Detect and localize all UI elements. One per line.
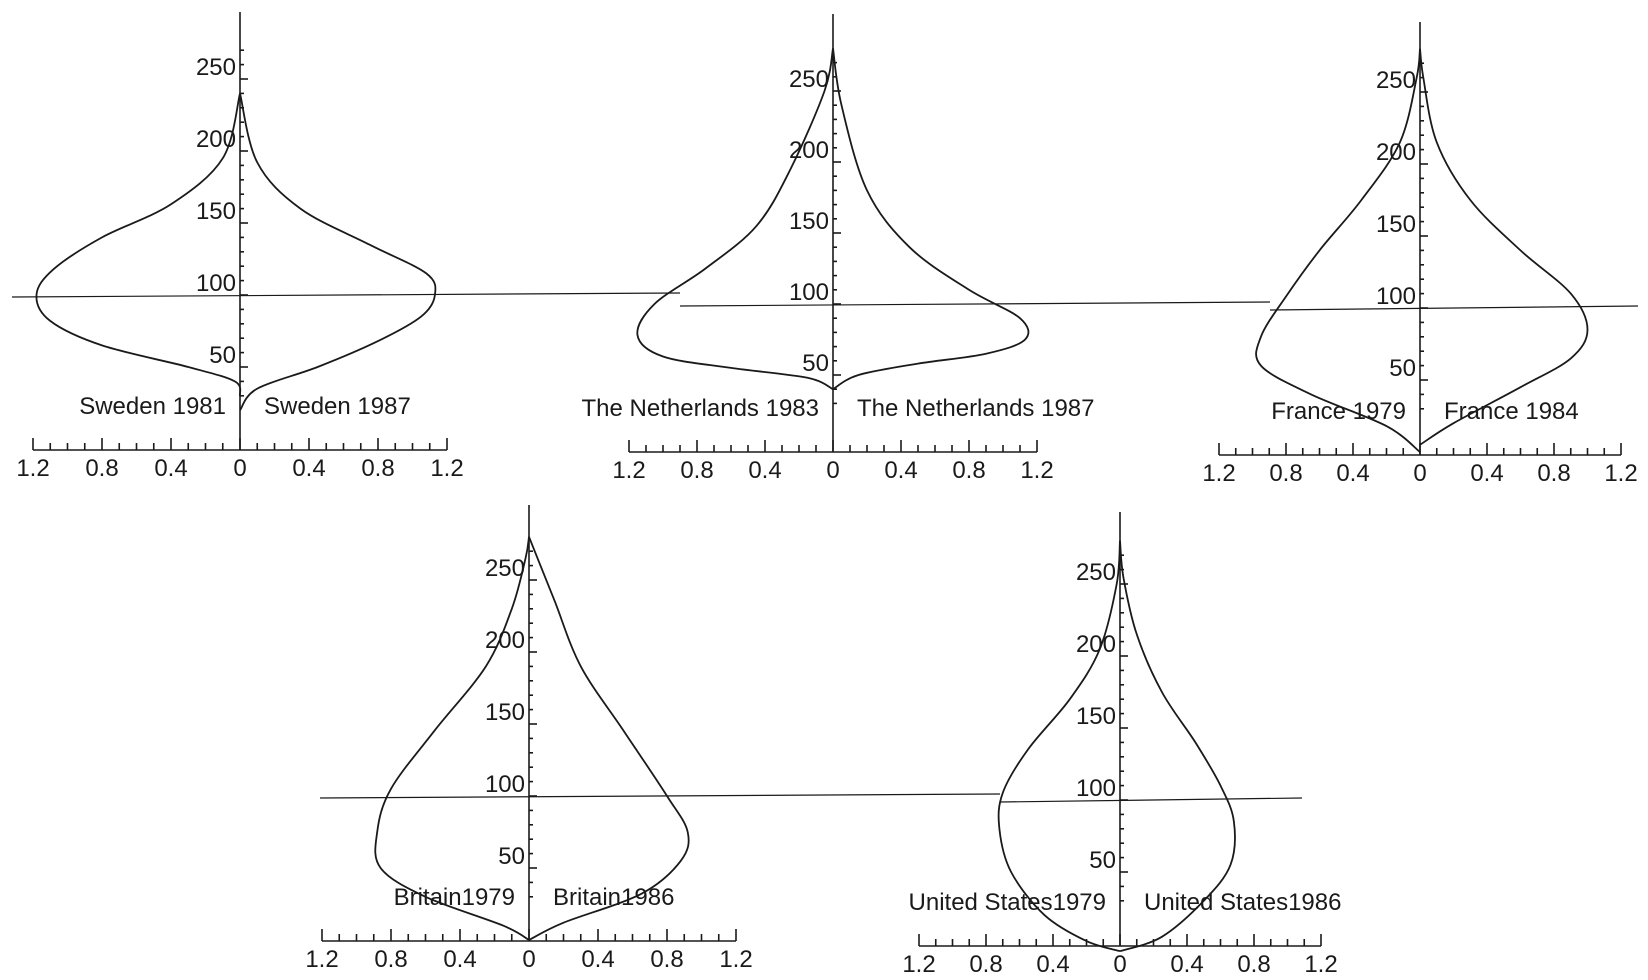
y-tick-label: 50: [498, 843, 525, 870]
right-series-curve: [1419, 48, 1589, 446]
y-tick-label: 250: [1076, 559, 1116, 586]
y-tick-label: 100: [1376, 283, 1416, 310]
y-tick-label: 150: [789, 208, 829, 235]
y-tick-label: 100: [789, 279, 829, 306]
x-tick-label: 1.2: [16, 455, 49, 482]
y-tick-label: 250: [789, 66, 829, 93]
x-tick-label: 0.4: [443, 946, 476, 973]
x-tick-label: 0.8: [1269, 460, 1302, 487]
y-tick-label: 200: [1076, 631, 1116, 658]
left-panel-label: United States1979: [909, 889, 1106, 916]
y-tick-label: 50: [1089, 847, 1116, 874]
left-series-curve: [997, 540, 1121, 953]
reference-line: [999, 797, 1303, 803]
y-tick-label: 100: [485, 771, 525, 798]
y-tick-label: 250: [196, 54, 236, 81]
right-series-curve: [239, 93, 437, 411]
x-tick-label: 0: [1113, 951, 1126, 978]
x-tick-label: 0.4: [884, 457, 917, 484]
x-tick-label: 0.8: [361, 455, 394, 482]
x-tick-label: 0.4: [748, 457, 781, 484]
left-series-curve: [35, 93, 242, 397]
x-tick-label: 1.2: [305, 946, 338, 973]
x-tick-label: 0: [522, 946, 535, 973]
x-tick-label: 0.8: [680, 457, 713, 484]
y-tick-label: 50: [209, 342, 236, 369]
pyramid-panel-5: 50 100 150 200 250 1.2 0.8 0.4 0 0.4 0.8 1.2 United …: [902, 512, 1341, 978]
y-tick-label: 200: [485, 627, 525, 654]
x-tick-label: 0.4: [581, 946, 614, 973]
x-tick-label: 0.8: [969, 951, 1002, 978]
x-tick-label: 0: [1413, 460, 1426, 487]
x-tick-label: 0.8: [1237, 951, 1270, 978]
y-tick-label: 200: [196, 126, 236, 153]
y-tick-label: 50: [802, 350, 829, 377]
left-series-curve: [374, 536, 530, 941]
x-tick-label: 1.2: [1304, 951, 1337, 978]
y-tick-label: 250: [1376, 67, 1416, 94]
right-panel-label: Sweden 1987: [264, 393, 411, 420]
x-tick-label: 0.4: [154, 455, 187, 482]
x-tick-label: 0.8: [374, 946, 407, 973]
y-tick-label: 150: [485, 699, 525, 726]
right-series-curve: [832, 48, 1030, 390]
right-panel-label: The Netherlands 1987: [857, 395, 1095, 422]
y-tick-label: 50: [1389, 355, 1416, 382]
x-tick-label: 1.2: [902, 951, 935, 978]
left-panel-label: Britain1979: [394, 884, 515, 911]
pyramid-panel-1: 50 100 150 200 250 1.2 0.8 0.4 0 0.4 0.8 1.2 Sweden …: [11, 12, 681, 482]
reference-line: [679, 301, 1271, 307]
y-tick-label: 250: [485, 555, 525, 582]
x-tick-label: 0.8: [650, 946, 683, 973]
x-tick-label: 0.4: [292, 455, 325, 482]
x-tick-label: 0.4: [1470, 460, 1503, 487]
x-tick-label: 1.2: [1604, 460, 1637, 487]
left-series-curve: [636, 48, 834, 391]
x-tick-label: 1.2: [612, 457, 645, 484]
right-series-curve: [1119, 540, 1236, 953]
x-tick-label: 0.8: [1537, 460, 1570, 487]
left-series-curve: [1255, 48, 1421, 453]
x-tick-label: 1.2: [430, 455, 463, 482]
x-tick-label: 0.4: [1170, 951, 1203, 978]
pyramid-panel-3: 50 100 150 200 250 1.2 0.8 0.4 0 0.4 0.8 1.2 France …: [1202, 22, 1639, 487]
x-tick-label: 0.4: [1036, 951, 1069, 978]
reference-line: [319, 793, 1001, 799]
x-tick-label: 0.4: [1336, 460, 1369, 487]
x-tick-label: 0: [233, 455, 246, 482]
left-panel-label: Sweden 1981: [79, 393, 226, 420]
left-panel-label: The Netherlands 1983: [582, 395, 820, 422]
right-panel-label: France 1984: [1444, 398, 1579, 425]
y-tick-label: 100: [1076, 775, 1116, 802]
x-tick-label: 1.2: [719, 946, 752, 973]
y-tick-label: 150: [196, 198, 236, 225]
y-tick-label: 150: [1076, 703, 1116, 730]
pyramid-panel-4: 50 100 150 200 250 1.2 0.8 0.4 0 0.4 0.8 1.2 Britain…: [305, 505, 1001, 973]
right-panel-label: Britain1986: [553, 884, 674, 911]
x-tick-label: 1.2: [1020, 457, 1053, 484]
y-tick-label: 150: [1376, 211, 1416, 238]
reference-line: [11, 292, 681, 298]
x-tick-label: 1.2: [1202, 460, 1235, 487]
left-panel-label: France 1979: [1271, 398, 1406, 425]
x-tick-label: 0: [826, 457, 839, 484]
y-tick-label: 200: [1376, 139, 1416, 166]
right-series-curve: [528, 536, 690, 941]
y-tick-label: 100: [196, 270, 236, 297]
x-tick-label: 0.8: [85, 455, 118, 482]
reference-line: [1269, 305, 1639, 311]
right-panel-label: United States1986: [1144, 889, 1341, 916]
x-tick-label: 0.8: [952, 457, 985, 484]
